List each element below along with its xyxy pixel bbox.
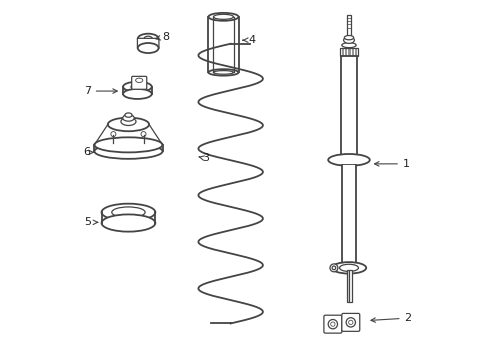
Text: 8: 8 bbox=[156, 32, 170, 41]
Ellipse shape bbox=[328, 154, 370, 166]
Ellipse shape bbox=[123, 82, 152, 92]
Text: 2: 2 bbox=[371, 313, 412, 323]
Bar bbox=[347, 15, 351, 37]
Ellipse shape bbox=[332, 266, 336, 270]
FancyBboxPatch shape bbox=[342, 314, 360, 331]
Ellipse shape bbox=[131, 84, 144, 89]
Ellipse shape bbox=[330, 264, 338, 272]
Ellipse shape bbox=[138, 43, 159, 53]
Circle shape bbox=[141, 132, 146, 136]
Text: 3: 3 bbox=[199, 153, 209, 163]
Ellipse shape bbox=[208, 13, 239, 21]
Ellipse shape bbox=[101, 215, 155, 231]
Ellipse shape bbox=[125, 113, 132, 117]
Ellipse shape bbox=[95, 137, 163, 152]
FancyBboxPatch shape bbox=[132, 76, 147, 89]
Text: 7: 7 bbox=[84, 86, 117, 96]
Ellipse shape bbox=[108, 118, 149, 131]
Ellipse shape bbox=[122, 115, 134, 121]
Circle shape bbox=[346, 318, 355, 327]
Text: 1: 1 bbox=[374, 159, 410, 169]
Circle shape bbox=[328, 319, 338, 329]
Text: 4: 4 bbox=[243, 35, 256, 45]
Ellipse shape bbox=[343, 37, 354, 43]
Bar bbox=[342, 164, 356, 264]
Ellipse shape bbox=[138, 34, 159, 44]
Ellipse shape bbox=[332, 262, 366, 274]
Ellipse shape bbox=[214, 71, 234, 74]
Text: 6: 6 bbox=[83, 147, 93, 157]
Ellipse shape bbox=[123, 89, 152, 99]
Circle shape bbox=[349, 320, 353, 324]
FancyBboxPatch shape bbox=[324, 315, 342, 333]
Bar bbox=[347, 270, 349, 302]
Bar bbox=[349, 270, 351, 302]
Ellipse shape bbox=[101, 204, 155, 221]
Ellipse shape bbox=[344, 36, 354, 40]
Ellipse shape bbox=[121, 118, 136, 126]
Bar bbox=[341, 156, 357, 164]
Bar bbox=[341, 56, 357, 158]
FancyBboxPatch shape bbox=[137, 39, 159, 48]
Ellipse shape bbox=[340, 264, 359, 271]
Ellipse shape bbox=[342, 42, 356, 48]
Bar bbox=[340, 48, 358, 56]
Text: 5: 5 bbox=[84, 217, 98, 227]
Circle shape bbox=[111, 132, 116, 136]
Circle shape bbox=[331, 322, 335, 326]
Ellipse shape bbox=[208, 69, 239, 76]
Ellipse shape bbox=[95, 144, 163, 159]
Ellipse shape bbox=[112, 207, 145, 217]
Ellipse shape bbox=[136, 78, 143, 82]
Ellipse shape bbox=[144, 36, 152, 41]
Ellipse shape bbox=[214, 14, 234, 19]
